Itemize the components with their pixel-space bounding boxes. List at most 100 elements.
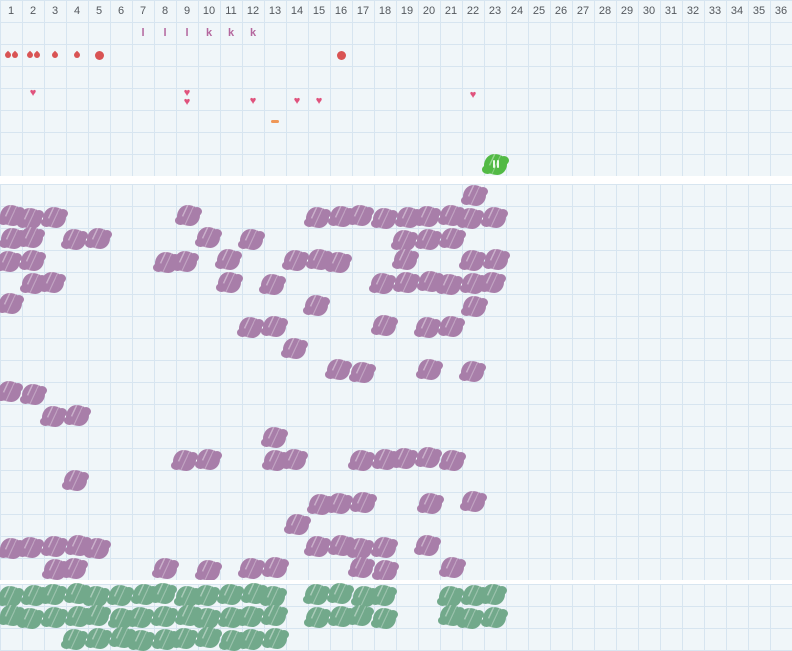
purple-bush-sprite[interactable] (460, 491, 487, 512)
purple-bush-sprite[interactable] (415, 447, 442, 468)
purple-bush-sprite[interactable] (238, 229, 265, 250)
green-bush-sprite[interactable] (85, 628, 112, 649)
purple-bush-sprite[interactable] (304, 207, 331, 228)
purple-bush-sprite[interactable] (85, 228, 112, 249)
green-bush-sprite[interactable] (262, 628, 289, 649)
purple-bush-sprite[interactable] (325, 359, 352, 380)
green-bush-sprite[interactable] (193, 585, 220, 606)
green-bush-sprite[interactable] (304, 607, 331, 628)
green-bush-sprite[interactable] (195, 627, 222, 648)
purple-bush-sprite[interactable] (152, 558, 179, 579)
purple-bush-sprite[interactable] (303, 295, 330, 316)
purple-bush-sprite[interactable] (414, 206, 441, 227)
green-bush-sprite[interactable] (260, 586, 287, 607)
green-bush-sprite[interactable] (371, 608, 398, 629)
purple-bush-sprite[interactable] (17, 208, 44, 229)
purple-bush-sprite[interactable] (41, 207, 68, 228)
purple-bush-sprite[interactable] (347, 205, 374, 226)
purple-bush-sprite[interactable] (284, 514, 311, 535)
purple-bush-sprite[interactable] (416, 359, 443, 380)
purple-bush-sprite[interactable] (0, 293, 24, 314)
purple-bush-sprite[interactable] (439, 228, 466, 249)
purple-bush-sprite[interactable] (281, 449, 308, 470)
purple-bush-sprite[interactable] (64, 405, 91, 426)
green-bush-sprite[interactable] (150, 583, 177, 604)
purple-bush-sprite[interactable] (171, 450, 198, 471)
green-bush-sprite[interactable] (327, 583, 354, 604)
green-bush-sprite[interactable] (217, 584, 244, 605)
green-bush-sprite[interactable] (194, 608, 221, 629)
purple-bush-sprite[interactable] (348, 450, 375, 471)
purple-bush-sprite[interactable] (371, 208, 398, 229)
purple-bush-sprite[interactable] (195, 560, 222, 581)
purple-bush-sprite[interactable] (392, 249, 419, 270)
green-bush-sprite[interactable] (457, 608, 484, 629)
purple-bush-sprite[interactable] (414, 317, 441, 338)
purple-bush-sprite[interactable] (349, 362, 376, 383)
green-bush-sprite[interactable] (83, 586, 110, 607)
green-bush-sprite[interactable] (40, 584, 67, 605)
purple-bush-sprite[interactable] (459, 250, 486, 271)
green-bush-sprite[interactable] (370, 585, 397, 606)
purple-bush-sprite[interactable] (237, 317, 264, 338)
purple-bush-sprite[interactable] (461, 296, 488, 317)
green-bush-sprite[interactable] (128, 630, 155, 651)
green-bush-sprite[interactable] (41, 607, 68, 628)
green-bush-sprite[interactable] (303, 584, 330, 605)
purple-bush-sprite[interactable] (414, 535, 441, 556)
purple-bush-sprite[interactable] (259, 274, 286, 295)
purple-bush-sprite[interactable] (457, 208, 484, 229)
purple-bush-sprite[interactable] (391, 230, 418, 251)
purple-bush-sprite[interactable] (372, 560, 399, 581)
purple-bush-sprite[interactable] (483, 249, 510, 270)
purple-bush-sprite[interactable] (39, 272, 66, 293)
green-bush-sprite[interactable] (61, 629, 88, 650)
purple-bush-sprite[interactable] (61, 558, 88, 579)
purple-bush-sprite[interactable] (326, 493, 353, 514)
purple-bush-sprite[interactable] (461, 185, 488, 206)
purple-bush-sprite[interactable] (436, 274, 463, 295)
purple-bush-sprite[interactable] (304, 536, 331, 557)
purple-bush-sprite[interactable] (261, 427, 288, 448)
purple-bush-sprite[interactable] (261, 316, 288, 337)
purple-bush-sprite[interactable] (439, 557, 466, 578)
purple-bush-sprite[interactable] (481, 207, 508, 228)
purple-bush-sprite[interactable] (369, 273, 396, 294)
purple-bush-sprite[interactable] (195, 449, 222, 470)
purple-bush-sprite[interactable] (348, 557, 375, 578)
purple-bush-sprite[interactable] (17, 537, 44, 558)
purple-bush-sprite[interactable] (175, 205, 202, 226)
purple-bush-sprite[interactable] (479, 272, 506, 293)
green-bush-sprite[interactable] (127, 607, 154, 628)
purple-bush-sprite[interactable] (347, 538, 374, 559)
purple-bush-sprite[interactable] (195, 227, 222, 248)
purple-bush-sprite[interactable] (40, 406, 67, 427)
purple-bush-sprite[interactable] (415, 229, 442, 250)
green-bush-sprite[interactable] (171, 628, 198, 649)
green-bush-sprite[interactable] (237, 606, 264, 627)
purple-bush-sprite[interactable] (172, 251, 199, 272)
purple-bush-sprite[interactable] (325, 252, 352, 273)
purple-bush-sprite[interactable] (238, 558, 265, 579)
purple-bush-sprite[interactable] (417, 493, 444, 514)
purple-bush-sprite[interactable] (438, 316, 465, 337)
purple-bush-sprite[interactable] (0, 251, 22, 272)
green-bush-sprite[interactable] (261, 605, 288, 626)
player-sprite[interactable] (482, 154, 509, 175)
purple-bush-sprite[interactable] (371, 537, 398, 558)
purple-bush-sprite[interactable] (262, 557, 289, 578)
purple-bush-sprite[interactable] (0, 381, 23, 402)
purple-bush-sprite[interactable] (350, 492, 377, 513)
purple-bush-sprite[interactable] (61, 229, 88, 250)
purple-bush-sprite[interactable] (439, 450, 466, 471)
purple-bush-sprite[interactable] (41, 536, 68, 557)
purple-bush-sprite[interactable] (84, 538, 111, 559)
green-bush-sprite[interactable] (84, 605, 111, 626)
purple-bush-sprite[interactable] (215, 249, 242, 270)
purple-bush-sprite[interactable] (282, 250, 309, 271)
purple-bush-sprite[interactable] (20, 384, 47, 405)
green-bush-sprite[interactable] (151, 606, 178, 627)
green-bush-sprite[interactable] (64, 583, 91, 604)
purple-bush-sprite[interactable] (62, 470, 89, 491)
green-bush-sprite[interactable] (481, 607, 508, 628)
